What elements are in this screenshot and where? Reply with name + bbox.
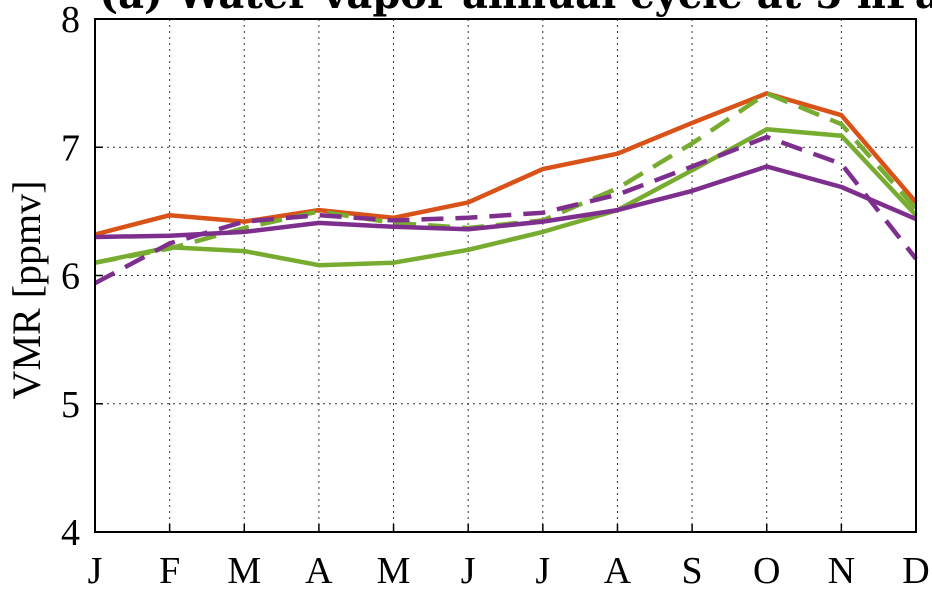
x-tick-label: F bbox=[159, 550, 180, 589]
y-tick-label: 7 bbox=[61, 127, 80, 169]
grid-lines bbox=[95, 19, 916, 532]
x-tick-label: A bbox=[604, 550, 632, 589]
x-tick-label: J bbox=[535, 550, 550, 589]
series-line-2 bbox=[94, 91, 918, 265]
series-lines bbox=[93, 91, 918, 286]
series-line-5 bbox=[94, 164, 917, 240]
x-tick-label: S bbox=[682, 550, 703, 589]
x-tick-label: D bbox=[902, 550, 929, 589]
chart-title: (a) Water vapor annual cycle at 5 hPa bbox=[99, 0, 932, 18]
tick-labels: J F M A M J J A S O N D 4 5 6 7 8 bbox=[61, 0, 930, 589]
x-tick-label: M bbox=[227, 550, 261, 589]
y-tick-label: 6 bbox=[61, 256, 80, 298]
y-tick-label: 4 bbox=[61, 512, 80, 554]
x-tick-label: J bbox=[88, 550, 103, 589]
series-line-3 bbox=[94, 127, 918, 268]
x-tick-label: N bbox=[828, 550, 855, 589]
y-axis-label: VMR [ppmv] bbox=[4, 181, 49, 400]
x-tick-label: M bbox=[377, 550, 411, 589]
x-tick-label: J bbox=[461, 550, 476, 589]
y-tick-label: 8 bbox=[61, 0, 80, 41]
series-line-4 bbox=[93, 134, 918, 286]
y-tick-label: 5 bbox=[61, 384, 80, 426]
x-tick-label: A bbox=[305, 550, 333, 589]
x-tick-label: O bbox=[753, 550, 780, 589]
